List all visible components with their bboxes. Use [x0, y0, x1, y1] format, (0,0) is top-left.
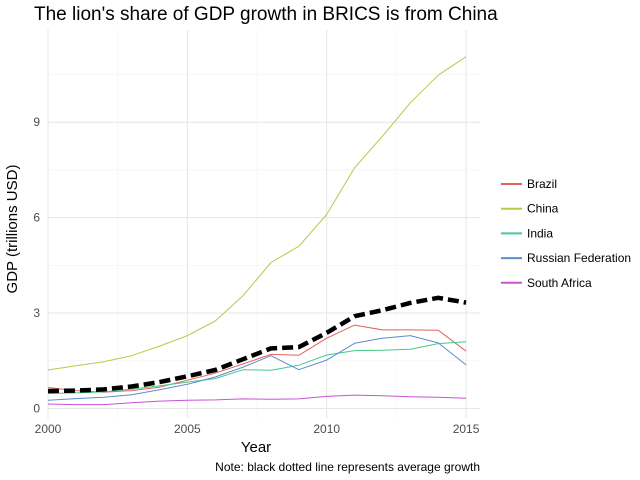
legend-label-south-africa: South Africa — [527, 276, 592, 290]
series-line-china — [47, 56, 467, 371]
y-tick-label: 6 — [33, 211, 40, 225]
series-lines — [47, 56, 467, 406]
legend-label-russian-federation: Russian Federation — [527, 251, 631, 265]
series-line-india — [47, 341, 467, 394]
y-tick-label: 9 — [33, 115, 40, 129]
x-tick-label: 2005 — [174, 422, 201, 436]
series-line-brazil — [47, 324, 467, 393]
legend-label-china: China — [527, 202, 559, 216]
series-line-south-africa — [47, 394, 467, 406]
y-tick-label: 0 — [33, 401, 40, 415]
y-axis-title: GDP (trillions USD) — [4, 165, 21, 294]
x-tick-label: 2010 — [313, 422, 340, 436]
x-axis-ticks: 2000 2005 2010 2015 — [35, 422, 480, 436]
y-axis-ticks: 0 3 6 9 — [33, 115, 40, 415]
x-axis-title: Year — [241, 439, 271, 456]
legend: Brazil China India Russian Federation South … — [501, 177, 631, 290]
x-tick-label: 2000 — [35, 422, 62, 436]
legend-label-india: India — [527, 226, 553, 240]
chart-title: The lion's share of GDP growth in BRICS … — [34, 4, 498, 25]
series-line-average — [47, 295, 467, 394]
grid — [47, 30, 480, 418]
y-tick-label: 3 — [33, 306, 40, 320]
series-line-russian-federation — [47, 335, 467, 401]
legend-label-brazil: Brazil — [527, 177, 557, 191]
chart-caption: Note: black dotted line represents avera… — [215, 460, 480, 474]
x-tick-label: 2015 — [453, 422, 480, 436]
